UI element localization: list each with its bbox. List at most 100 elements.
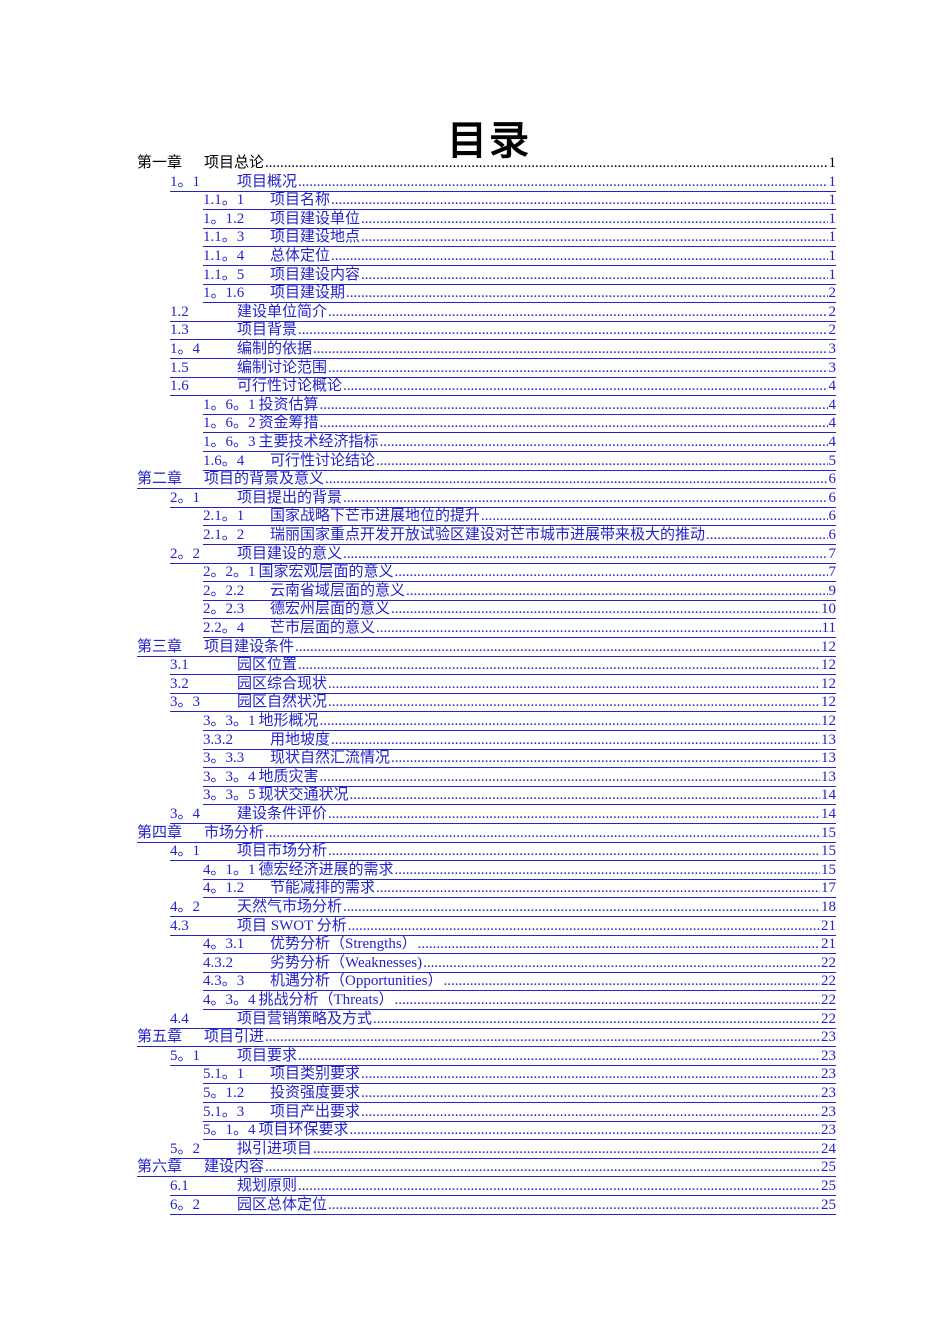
toc-entry[interactable]: 3。3 园区自然状况 12 bbox=[170, 693, 836, 713]
toc-entry-title: 园区位置 bbox=[237, 657, 298, 674]
toc-entry[interactable]: 4。1 项目市场分析 15 bbox=[170, 842, 836, 862]
toc-entry-page: 23 bbox=[821, 1047, 836, 1064]
toc-dot-leader bbox=[328, 1197, 820, 1214]
toc-entry[interactable]: 5。1.2 投资强度要求 23 bbox=[203, 1084, 836, 1103]
toc-entry[interactable]: 2.1。1 国家战略下芒市进展地位的提升 6 bbox=[203, 507, 836, 527]
toc-dot-leader bbox=[328, 360, 827, 377]
toc-entry-number: 6。2 bbox=[170, 1196, 201, 1213]
toc-entry[interactable]: 第二章 项目的背景及意义 6 bbox=[137, 470, 836, 490]
toc-entry-title: 项目背景 bbox=[237, 322, 298, 339]
toc-entry[interactable]: 5。1 项目要求 23 bbox=[170, 1047, 836, 1066]
toc-entry[interactable]: 2.1。2 瑞丽国家重点开发开放试验区建设对芒市城市进展带来极大的推动 6 bbox=[203, 526, 836, 545]
toc-entry[interactable]: 1。1.6 项目建设期 2 bbox=[203, 284, 836, 304]
toc-entry[interactable]: 1.6 可行性讨论概论 4 bbox=[170, 377, 836, 397]
toc-entry[interactable]: 4。1.2 节能减排的需求 17 bbox=[203, 879, 836, 899]
toc-entry-page: 14 bbox=[821, 806, 836, 822]
toc-entry-title: 编制讨论范围 bbox=[237, 359, 328, 376]
toc-entry[interactable]: 1.1。4 总体定位 1 bbox=[203, 247, 836, 266]
toc-entry-number: 2.2。4 bbox=[203, 620, 245, 636]
toc-entry-title: 投资强度要求 bbox=[270, 1085, 361, 1101]
toc-entry[interactable]: 2。2.2 云南省域层面的意义 9 bbox=[203, 582, 836, 601]
toc-entry-title: 用地坡度 bbox=[270, 731, 331, 748]
toc-entry-number: 5。2 bbox=[170, 1140, 201, 1157]
toc-entry[interactable]: 6.1 规划原则 25 bbox=[170, 1177, 836, 1196]
toc-entry-number: 5。1 bbox=[170, 1047, 201, 1064]
toc-dot-leader bbox=[265, 1159, 820, 1176]
toc-entry-number: 4.3 bbox=[170, 917, 189, 934]
toc-entry[interactable]: 5.1。1 项目类别要求 23 bbox=[203, 1065, 836, 1085]
toc-entry[interactable]: 6。2 园区总体定位 25 bbox=[170, 1196, 836, 1215]
toc-entry-title: 项目市场分析 bbox=[237, 843, 328, 860]
toc-entry[interactable]: 2.2。4 芒市层面的意义 11 bbox=[203, 619, 836, 638]
toc-entry-number: 3。3。5 bbox=[203, 787, 256, 804]
toc-entry[interactable]: 2。2.3 德宏州层面的意义 10 bbox=[203, 600, 836, 620]
toc-entry-page: 25 bbox=[821, 1196, 836, 1213]
toc-entry[interactable]: 5.1。3 项目产出要求 23 bbox=[203, 1103, 836, 1122]
toc-entry[interactable]: 第六章 建设内容 25 bbox=[137, 1158, 836, 1178]
toc-dot-leader bbox=[376, 453, 827, 470]
toc-entry[interactable]: 1.3 项目背景 2 bbox=[170, 321, 836, 341]
toc-entry[interactable]: 5。2 拟引进项目 24 bbox=[170, 1140, 836, 1159]
toc-entry-number: 4。1 bbox=[170, 843, 201, 860]
toc-entry[interactable]: 第四章 市场分析 15 bbox=[137, 824, 836, 843]
toc-dot-leader bbox=[380, 434, 828, 451]
toc-entry[interactable]: 4。2 天然气市场分析 18 bbox=[170, 898, 836, 917]
toc-entry-page: 1 bbox=[828, 229, 837, 246]
toc-entry-number: 4.3.2 bbox=[203, 954, 233, 971]
toc-entry-page: 23 bbox=[821, 1122, 836, 1139]
toc-entry-title: 挑战分析（Threats） bbox=[258, 992, 394, 1008]
toc-entry[interactable]: 1.2 建设单位简介 2 bbox=[170, 303, 836, 322]
toc-entry[interactable]: 第五章 项目引进 23 bbox=[137, 1028, 836, 1048]
toc-entry[interactable]: 3。4 建设条件评价 14 bbox=[170, 805, 836, 824]
toc-entry[interactable]: 1。4 编制的依据 3 bbox=[170, 340, 836, 359]
toc-entry-title: 项目营销策略及方式 bbox=[237, 1010, 373, 1027]
toc-entry[interactable]: 2。1 项目提出的背景 6 bbox=[170, 489, 836, 508]
toc-entry-title: 项目要求 bbox=[237, 1047, 298, 1064]
toc-entry[interactable]: 1.1。3 项目建设地点 1 bbox=[203, 228, 837, 248]
toc-entry[interactable]: 4.4 项目营销策略及方式 22 bbox=[170, 1010, 836, 1029]
toc-entry[interactable]: 3。3.3 现状自然汇流情况 13 bbox=[203, 749, 836, 769]
toc-entry-title: 项目提出的背景 bbox=[237, 489, 343, 506]
toc-entry-title: 项目 SWOT 分析 bbox=[237, 917, 347, 934]
toc-entry[interactable]: 1。1.2 项目建设单位 1 bbox=[203, 210, 836, 229]
toc-entry-page: 23 bbox=[821, 1066, 836, 1083]
toc-dot-leader bbox=[331, 192, 827, 209]
toc-entry-number: 1。6。3 bbox=[203, 434, 256, 450]
toc-entry[interactable]: 4.3 项目 SWOT 分析 21 bbox=[170, 917, 836, 936]
toc-entry-page: 23 bbox=[821, 1085, 836, 1101]
toc-entry[interactable]: 3.3.2 用地坡度 13 bbox=[203, 731, 836, 750]
toc-entry[interactable]: 4.3。3 机遇分析（Opportunities） 22 bbox=[203, 972, 836, 992]
toc-entry[interactable]: 2。2 项目建设的意义 7 bbox=[170, 545, 836, 564]
toc-entry[interactable]: 1.1。5 项目建设内容 1 bbox=[203, 266, 836, 285]
toc-entry[interactable]: 1.6。4 可行性讨论结论 5 bbox=[203, 452, 836, 471]
toc-entry-page: 3 bbox=[828, 341, 837, 357]
toc-entry-number: 第二章 bbox=[137, 471, 183, 488]
toc-entry[interactable]: 4。3.1 优势分析（Strengths） 21 bbox=[203, 935, 836, 955]
toc-entry[interactable]: 4.3.2 劣势分析（Weaknesses) 22 bbox=[203, 954, 836, 973]
toc-entry-number: 1.1。5 bbox=[203, 266, 245, 283]
toc-entry[interactable]: 第一章 项目总论 1 bbox=[137, 154, 836, 172]
toc-entry-title: 德宏州层面的意义 bbox=[270, 601, 391, 618]
toc-entry-title: 地形概况 bbox=[258, 713, 319, 729]
toc-entry[interactable]: 第三章 项目建设条件 12 bbox=[137, 638, 836, 657]
toc-entry[interactable]: 1.5 编制讨论范围 3 bbox=[170, 359, 836, 378]
toc-entry-title: 项目建设的意义 bbox=[237, 545, 343, 562]
toc-entry-page: 24 bbox=[821, 1140, 836, 1157]
toc-entry[interactable]: 3.1 园区位置 12 bbox=[170, 656, 836, 676]
toc-dot-leader bbox=[298, 174, 827, 191]
toc-entry-number: 3.2 bbox=[170, 675, 189, 692]
toc-entry-page: 15 bbox=[821, 843, 836, 860]
toc-entry[interactable]: 1。1 项目概况 1 bbox=[170, 173, 836, 192]
toc-entry[interactable]: 1.1。1 项目名称 1 bbox=[203, 191, 836, 211]
toc-entry[interactable]: 3.2 园区综合现状 12 bbox=[170, 675, 836, 694]
